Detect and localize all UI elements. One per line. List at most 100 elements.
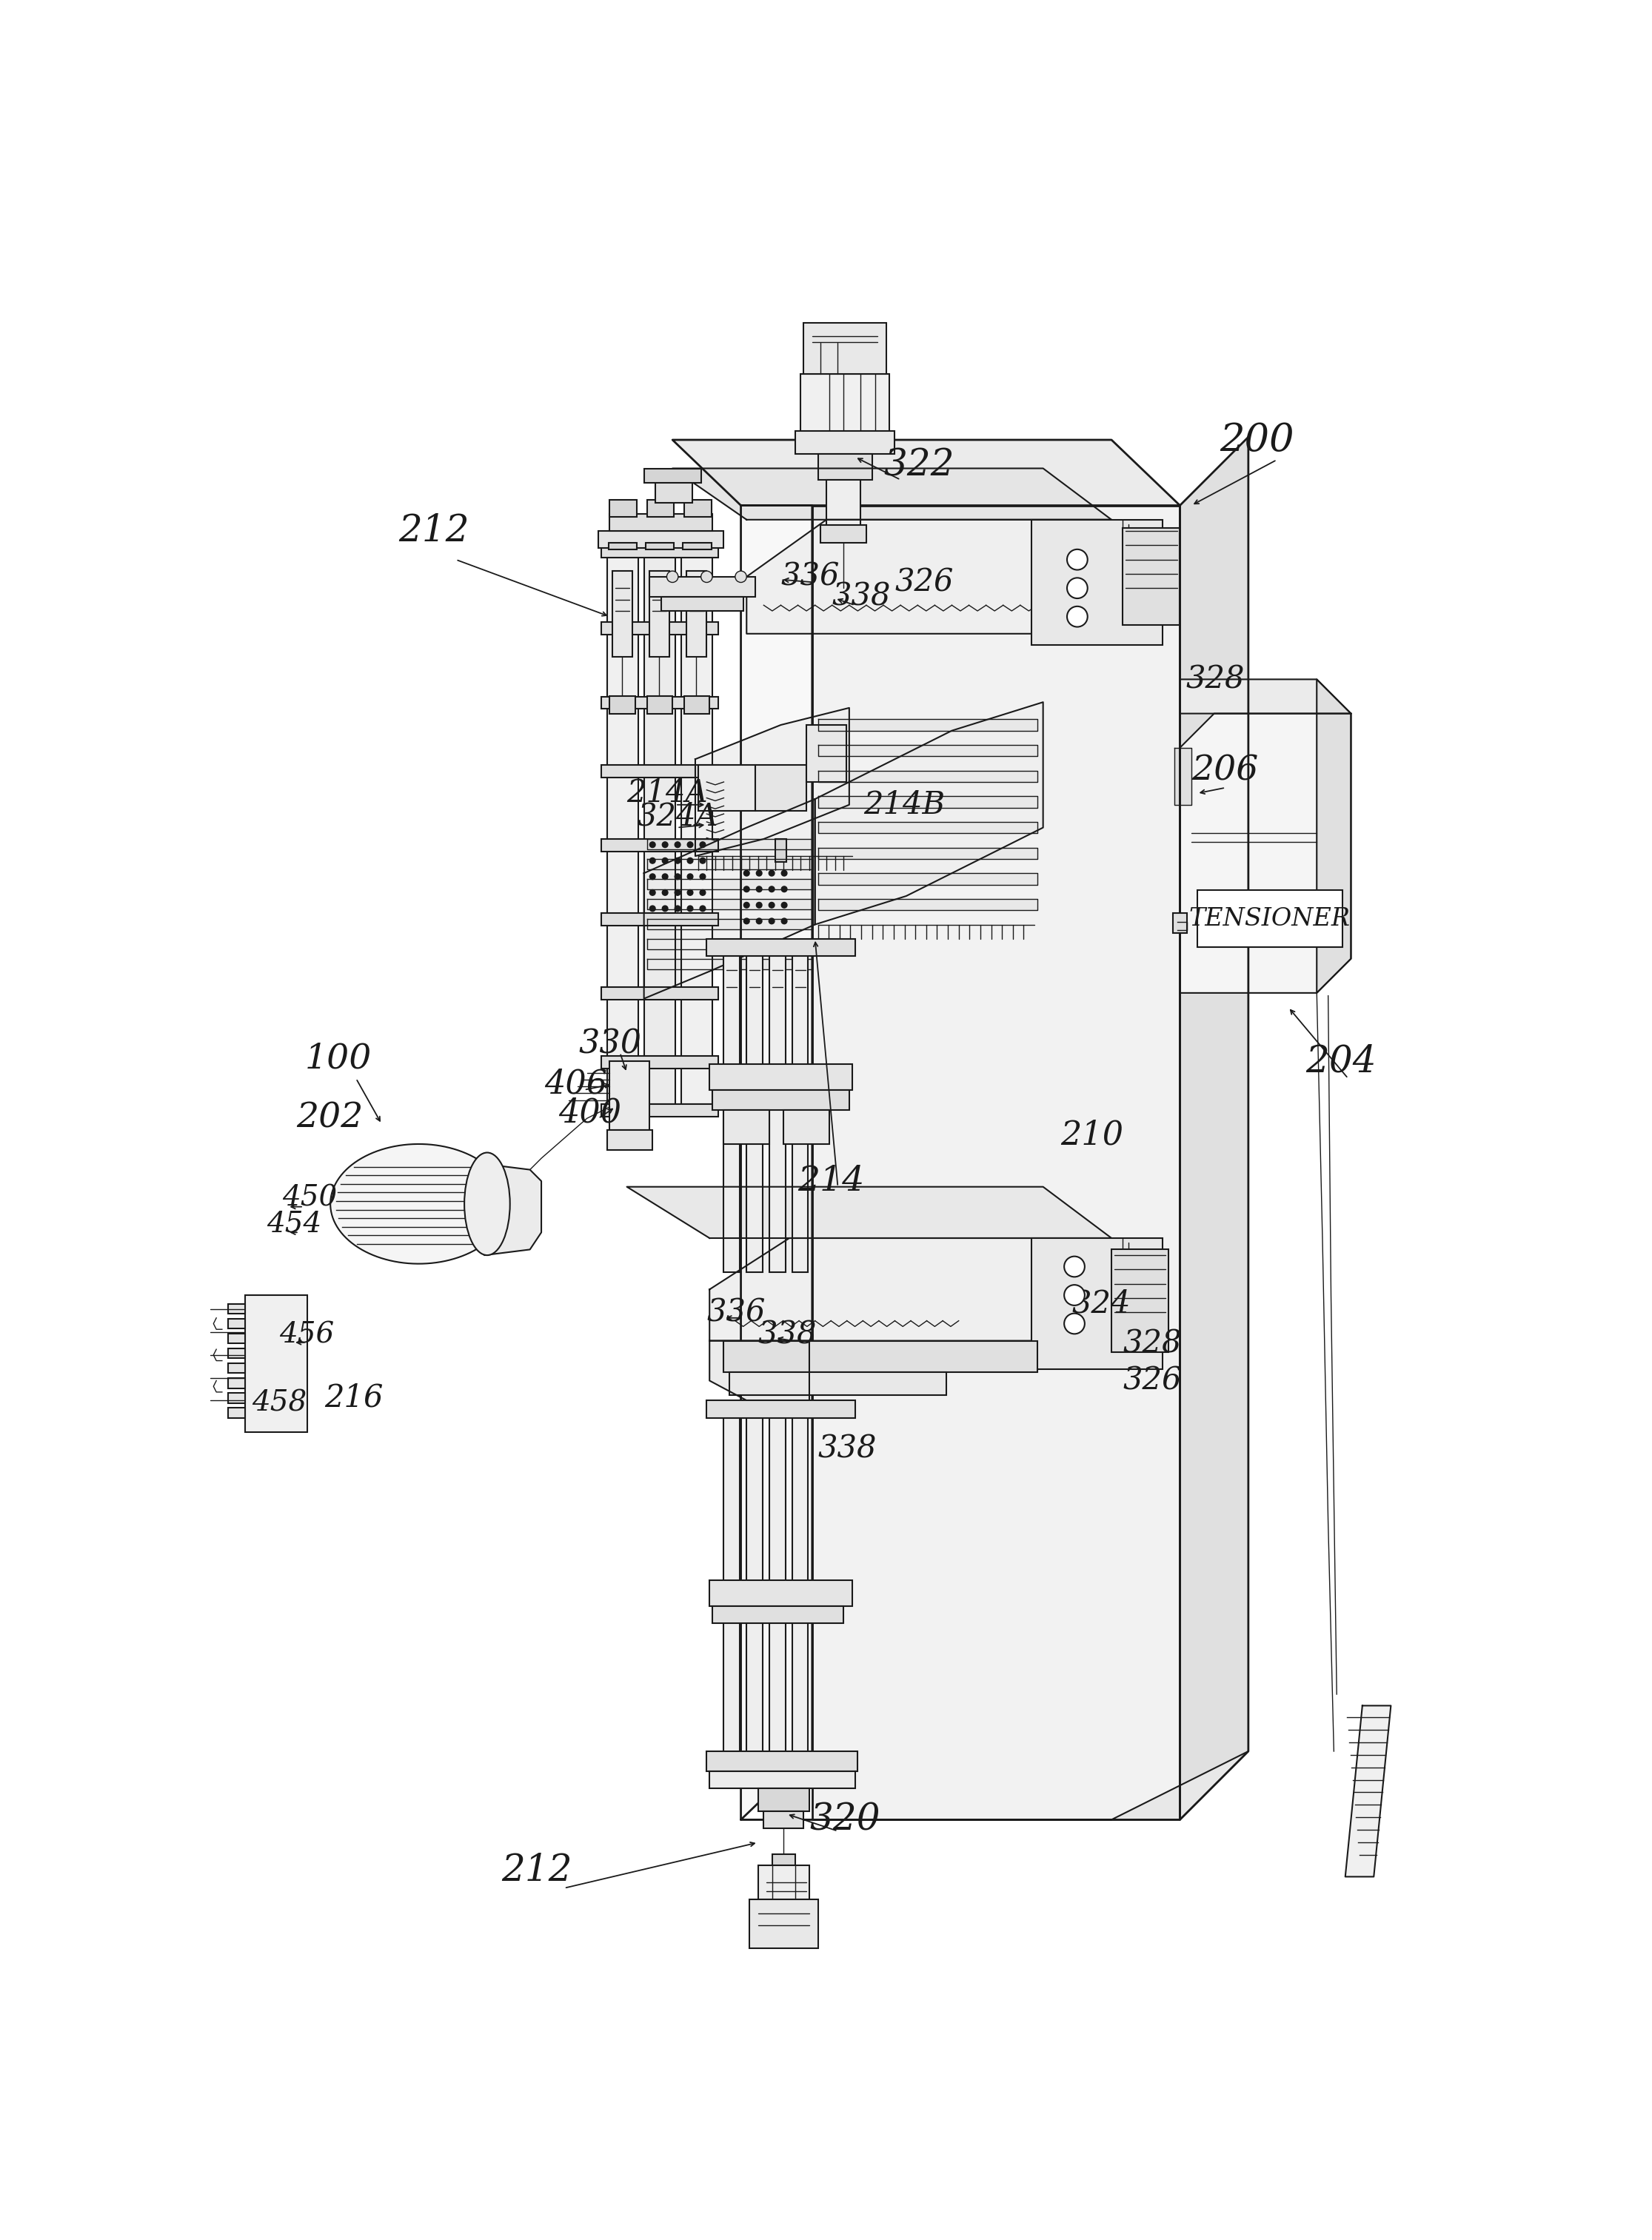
Bar — [707, 1752, 857, 1772]
Polygon shape — [1345, 1705, 1391, 1877]
Circle shape — [674, 905, 681, 912]
Text: 330: 330 — [578, 1028, 641, 1060]
Polygon shape — [740, 1752, 1249, 1819]
Bar — [806, 726, 846, 782]
Bar — [687, 571, 707, 656]
Bar — [724, 941, 740, 1272]
Polygon shape — [1180, 437, 1249, 1819]
Text: 458: 458 — [251, 1389, 307, 1418]
Circle shape — [649, 905, 656, 912]
Text: 212: 212 — [398, 513, 469, 549]
Bar — [610, 1062, 649, 1129]
Circle shape — [1064, 1313, 1085, 1333]
Polygon shape — [818, 795, 1037, 809]
Polygon shape — [672, 468, 1112, 520]
Bar — [228, 1393, 244, 1402]
Bar — [724, 1342, 1037, 1373]
Polygon shape — [813, 506, 1180, 1819]
Bar — [775, 840, 786, 862]
Bar — [228, 1407, 244, 1418]
Bar — [228, 1319, 244, 1328]
Polygon shape — [648, 858, 813, 869]
Bar — [228, 1348, 244, 1357]
Text: 326: 326 — [895, 567, 953, 598]
Bar — [724, 1404, 740, 1756]
Bar — [601, 988, 719, 999]
Circle shape — [768, 871, 775, 876]
Bar — [770, 941, 785, 1272]
Bar — [598, 531, 724, 549]
Circle shape — [687, 858, 692, 862]
Text: 100: 100 — [304, 1042, 372, 1075]
Circle shape — [649, 858, 656, 862]
Polygon shape — [818, 898, 1037, 909]
Bar — [709, 1772, 856, 1788]
Circle shape — [674, 842, 681, 847]
Circle shape — [662, 889, 667, 896]
Bar — [644, 468, 700, 482]
Bar — [606, 1129, 653, 1149]
Bar — [1198, 889, 1343, 948]
Polygon shape — [740, 506, 813, 1819]
Bar — [228, 1362, 244, 1373]
Bar — [770, 1404, 785, 1756]
Bar — [601, 1104, 719, 1118]
Circle shape — [1067, 549, 1087, 569]
Text: 214: 214 — [798, 1165, 864, 1198]
Polygon shape — [648, 898, 813, 909]
Text: 454: 454 — [266, 1210, 322, 1236]
Text: 216: 216 — [325, 1382, 383, 1413]
Bar — [750, 1900, 818, 1949]
Bar — [610, 500, 638, 517]
Text: 338: 338 — [818, 1434, 877, 1465]
Bar — [1031, 1239, 1163, 1369]
Bar — [608, 542, 638, 549]
Text: 200: 200 — [1219, 421, 1294, 459]
Circle shape — [687, 874, 692, 880]
Bar — [707, 1400, 856, 1418]
Bar — [661, 596, 743, 612]
Circle shape — [768, 918, 775, 923]
Bar — [601, 1055, 719, 1068]
Circle shape — [743, 887, 750, 892]
Bar — [826, 479, 861, 526]
Text: 324A: 324A — [638, 800, 719, 831]
Bar — [228, 1304, 244, 1315]
Bar — [601, 914, 719, 925]
Bar — [803, 323, 885, 374]
Text: 450: 450 — [282, 1185, 337, 1212]
Text: 406: 406 — [544, 1068, 608, 1100]
Polygon shape — [818, 847, 1037, 858]
Circle shape — [649, 874, 656, 880]
Bar — [771, 1855, 795, 1866]
Bar — [601, 623, 719, 634]
Polygon shape — [672, 439, 1180, 506]
Bar — [1173, 914, 1188, 934]
Polygon shape — [626, 1187, 1112, 1239]
Polygon shape — [648, 840, 813, 849]
Text: 328: 328 — [1123, 1328, 1181, 1360]
Bar — [684, 697, 709, 715]
Circle shape — [662, 874, 667, 880]
Bar — [712, 1091, 849, 1109]
Circle shape — [649, 842, 656, 847]
Circle shape — [1064, 1257, 1085, 1277]
Text: 320: 320 — [809, 1801, 881, 1839]
Text: TENSIONER: TENSIONER — [1189, 907, 1350, 930]
Bar — [648, 500, 674, 517]
Polygon shape — [330, 1145, 507, 1263]
Bar — [758, 1866, 809, 1900]
Circle shape — [700, 874, 705, 880]
Circle shape — [674, 874, 681, 880]
Text: 204: 204 — [1305, 1044, 1376, 1080]
Circle shape — [757, 918, 762, 923]
Text: 338: 338 — [833, 580, 890, 612]
Bar — [646, 542, 674, 549]
Bar — [795, 432, 895, 455]
Circle shape — [700, 842, 705, 847]
Bar — [709, 1579, 852, 1606]
Text: 324: 324 — [1072, 1288, 1130, 1319]
Polygon shape — [484, 1165, 542, 1254]
Bar — [707, 939, 856, 956]
Bar — [610, 513, 712, 531]
